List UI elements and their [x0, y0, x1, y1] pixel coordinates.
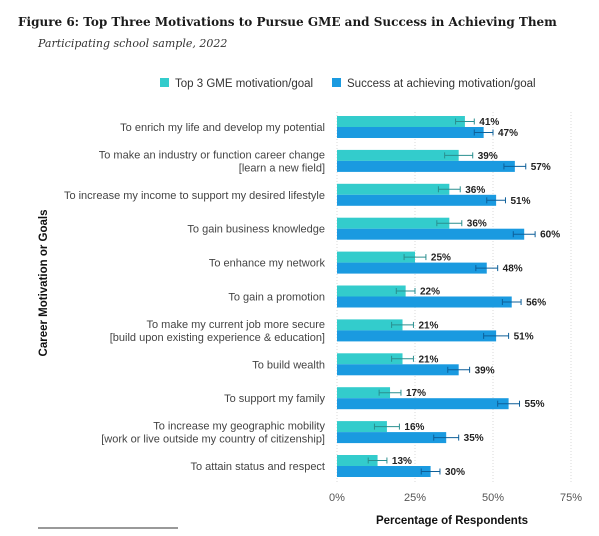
- legend-label-success: Success at achieving motivation/goal: [347, 78, 536, 90]
- bar-motivation: [337, 319, 403, 331]
- value-label: 25%: [431, 253, 451, 264]
- value-label: 60%: [540, 230, 560, 241]
- error-bar: [501, 299, 522, 305]
- error-bar: [373, 423, 400, 430]
- bar-motivation: [337, 251, 415, 263]
- category-label: To support my family: [224, 393, 325, 405]
- error-bar: [483, 332, 510, 339]
- bar-success: [337, 330, 497, 342]
- y-axis-title: Career Motivation or Goals: [38, 210, 50, 357]
- error-bar: [395, 288, 416, 294]
- bar-success: [337, 364, 459, 376]
- bar-motivation: [337, 421, 387, 433]
- value-label: 35%: [464, 433, 484, 444]
- category-labels: To enrich my life and develop my potenti…: [64, 122, 326, 473]
- category-label: To increase my geographic mobility [work …: [101, 421, 325, 446]
- error-bar: [433, 434, 460, 441]
- category-label: To enrich my life and develop my potenti…: [120, 122, 325, 134]
- bar-success: [337, 296, 512, 308]
- value-label: 39%: [478, 151, 498, 162]
- error-bar: [391, 355, 414, 362]
- value-label: 57%: [531, 162, 551, 173]
- bar-success: [337, 127, 484, 138]
- bar-motivation: [337, 455, 378, 466]
- bar-success: [337, 160, 515, 172]
- bar-motivation: [337, 285, 406, 297]
- error-bar: [475, 265, 499, 272]
- x-tick-labels: 0% 25% 50% 75%: [329, 492, 582, 504]
- legend-label-motivation: Top 3 GME motivation/goal: [175, 78, 313, 90]
- x-axis-title: Percentage of Respondents: [376, 515, 528, 527]
- error-bar: [497, 400, 521, 407]
- value-label: 13%: [392, 456, 412, 467]
- bar-success: [337, 398, 509, 410]
- figure-title: Figure 6: Top Three Motivations to Pursu…: [18, 15, 557, 29]
- error-bar: [367, 457, 388, 464]
- error-bar: [512, 231, 536, 238]
- value-label: 47%: [498, 128, 518, 139]
- error-bar: [391, 321, 414, 328]
- value-label: 22%: [420, 287, 440, 298]
- value-label: 39%: [475, 365, 495, 376]
- bar-success: [337, 262, 487, 274]
- value-label: 30%: [445, 467, 465, 478]
- value-label: 41%: [479, 117, 499, 128]
- bar-motivation: [337, 217, 450, 229]
- bar-success: [337, 432, 447, 444]
- legend-swatch-motivation: [160, 78, 169, 87]
- bar-motivation: [337, 183, 450, 195]
- bar-success: [337, 466, 431, 477]
- category-label: To build wealth: [252, 359, 325, 371]
- value-label: 48%: [503, 264, 523, 275]
- bar-motivation: [337, 353, 403, 365]
- x-tick-label: 50%: [482, 492, 504, 504]
- category-label: To attain status and respect: [190, 461, 325, 473]
- bar-success: [337, 228, 525, 240]
- category-label: To enhance my network: [209, 258, 326, 270]
- error-bar: [378, 389, 402, 396]
- error-bar: [503, 163, 527, 170]
- bars-layer: 41%47% 39% 57% 36% 51% 36% 60% 25% 48% 22% 56% 21% 5…: [337, 116, 560, 478]
- category-label: To gain business knowledge: [187, 224, 325, 236]
- value-label: 21%: [418, 354, 438, 365]
- error-bar: [436, 220, 463, 227]
- value-label: 55%: [525, 399, 545, 410]
- value-label: 36%: [465, 185, 485, 196]
- error-bar: [403, 254, 427, 261]
- category-label: To make my current job more secure [build…: [110, 319, 325, 344]
- value-label: 51%: [514, 331, 534, 342]
- bar-motivation: [337, 149, 459, 161]
- legend-swatch-success: [332, 78, 341, 87]
- value-label: 21%: [418, 320, 438, 331]
- bar-motivation: [337, 387, 391, 399]
- error-bar: [444, 152, 474, 159]
- value-label: 17%: [406, 388, 426, 399]
- error-bar: [473, 129, 494, 136]
- value-label: 51%: [510, 196, 530, 207]
- error-bar: [437, 186, 461, 193]
- x-tick-label: 25%: [404, 492, 426, 504]
- bar-success: [337, 194, 497, 206]
- category-label: To gain a promotion: [228, 292, 325, 304]
- bar-motivation: [337, 116, 465, 127]
- figure-subtitle: Participating school sample, 2022: [37, 37, 227, 50]
- value-label: 56%: [526, 298, 546, 309]
- category-label: To make an industry or function career c…: [99, 149, 325, 174]
- value-label: 16%: [404, 422, 424, 433]
- x-tick-label: 0%: [329, 492, 345, 504]
- error-bar: [420, 468, 441, 475]
- error-bar: [455, 118, 475, 125]
- legend: Top 3 GME motivation/goal Success at ach…: [160, 78, 536, 90]
- error-bar: [486, 197, 506, 204]
- error-bar: [447, 366, 471, 373]
- category-label: To increase my income to support my desi…: [64, 190, 325, 202]
- x-tick-label: 75%: [560, 492, 582, 504]
- value-label: 36%: [467, 219, 487, 230]
